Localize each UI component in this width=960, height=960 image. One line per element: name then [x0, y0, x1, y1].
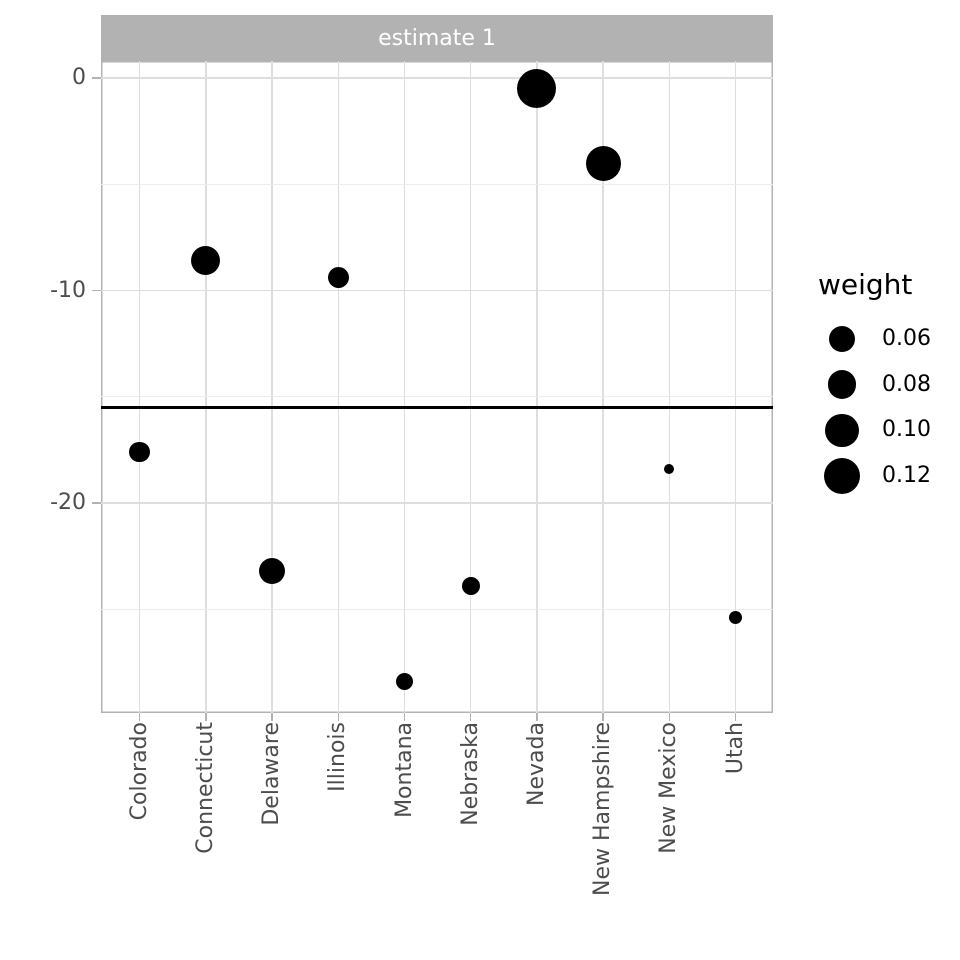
- y-axis-tick-label--10: -10: [50, 277, 86, 303]
- y-axis-tick--20: [92, 502, 101, 504]
- x-axis-label-illinois: Illinois: [325, 722, 351, 792]
- gridline-vertical-colorado: [138, 61, 141, 713]
- facet-strip-label: estimate 1: [378, 25, 496, 51]
- x-axis-tick-illinois: [337, 713, 340, 721]
- x-axis-tick-utah: [734, 713, 737, 721]
- legend-label-0.10: 0.10: [882, 417, 931, 443]
- data-point-new-mexico: [664, 464, 675, 474]
- legend-key-dot-0.10: [825, 413, 859, 447]
- gridline-vertical-connecticut: [205, 61, 207, 713]
- x-axis-tick-montana: [403, 713, 406, 721]
- x-axis-tick-nebraska: [469, 713, 472, 721]
- data-point-delaware: [258, 557, 286, 585]
- gridline-vertical-illinois: [337, 61, 340, 713]
- data-point-new-hampshire: [585, 145, 621, 181]
- legend-key-dot-0.06: [829, 326, 855, 352]
- x-axis-label-colorado: Colorado: [126, 722, 152, 821]
- facet-strip: estimate 1: [101, 15, 773, 61]
- legend-label-0.08: 0.08: [882, 371, 931, 397]
- legend-key-dot-0.12: [823, 457, 861, 495]
- gridline-major-y-20: [101, 502, 773, 504]
- plot-panel: [101, 61, 773, 713]
- gridline-minor-y-15: [101, 396, 773, 398]
- legend-label-0.06: 0.06: [882, 326, 931, 351]
- data-point-nebraska: [461, 576, 480, 596]
- gridline-vertical-utah: [734, 61, 737, 713]
- data-point-montana: [396, 673, 413, 690]
- x-axis-label-utah: Utah: [722, 722, 748, 775]
- data-point-nevada: [517, 69, 557, 109]
- data-point-utah: [728, 611, 743, 625]
- legend-key-dot-0.08: [827, 370, 857, 399]
- x-axis-tick-colorado: [138, 713, 141, 721]
- reference-line: [101, 405, 773, 409]
- legend-title: weight: [818, 268, 913, 301]
- gridline-major-y-10: [101, 289, 773, 292]
- gridline-vertical-delaware: [271, 61, 273, 713]
- gridline-minor-y-25: [101, 608, 773, 610]
- x-axis-tick-delaware: [271, 713, 273, 721]
- gridline-vertical-new-hampshire: [602, 61, 604, 713]
- gridline-vertical-nebraska: [469, 61, 472, 713]
- x-axis-label-montana: Montana: [391, 722, 417, 818]
- gridline-vertical-nevada: [536, 61, 538, 713]
- gridline-vertical-new-mexico: [668, 61, 671, 713]
- x-axis-tick-nevada: [536, 713, 538, 721]
- x-axis-tick-connecticut: [205, 713, 207, 721]
- gridline-vertical-montana: [403, 61, 406, 713]
- data-point-illinois: [327, 267, 349, 289]
- gridline-minor-y-5: [101, 183, 773, 185]
- x-axis-tick-new-mexico: [668, 713, 671, 721]
- x-axis-label-new-mexico: New Mexico: [656, 722, 682, 854]
- gridline-major-y0: [101, 77, 773, 79]
- x-axis-label-nebraska: Nebraska: [457, 722, 483, 826]
- y-axis-tick-label-0: 0: [72, 65, 86, 90]
- x-axis-label-delaware: Delaware: [259, 722, 285, 826]
- data-point-connecticut: [191, 246, 221, 276]
- x-axis-label-nevada: Nevada: [523, 722, 549, 806]
- x-axis-label-connecticut: Connecticut: [192, 722, 218, 854]
- y-axis-tick-label--20: -20: [50, 490, 86, 515]
- y-axis-tick-0: [92, 77, 101, 79]
- x-axis-tick-new-hampshire: [602, 713, 604, 721]
- y-axis-tick--10: [92, 289, 101, 292]
- x-axis-label-new-hampshire: New Hampshire: [590, 722, 616, 897]
- data-point-colorado: [129, 441, 150, 463]
- legend-label-0.12: 0.12: [882, 463, 931, 488]
